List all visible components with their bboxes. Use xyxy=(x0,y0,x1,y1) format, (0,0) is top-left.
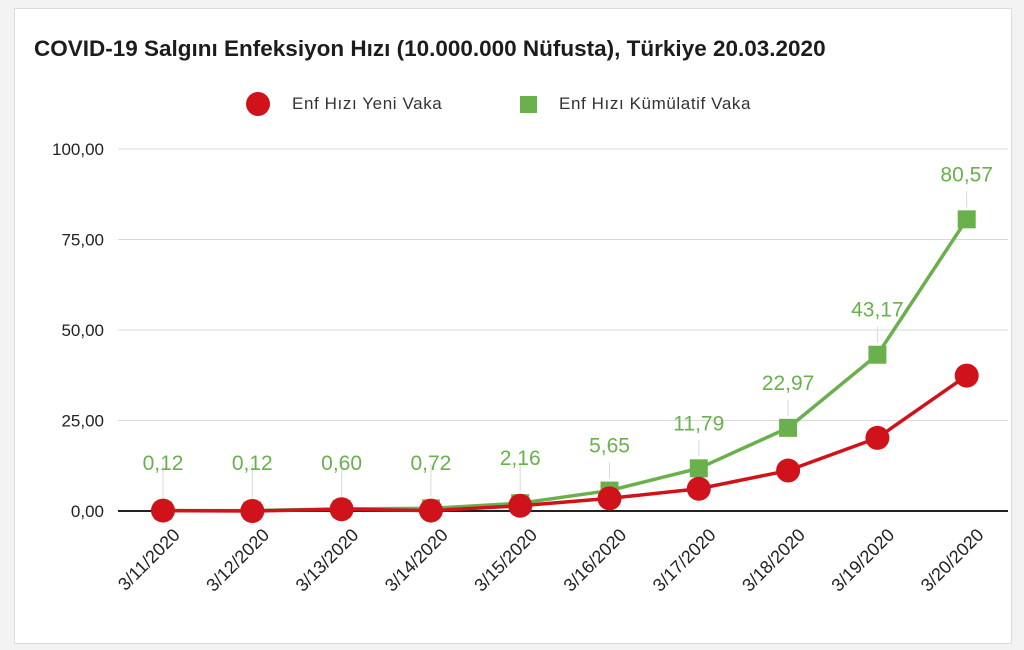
data-label-cumulative: 0,72 xyxy=(410,452,451,475)
x-tick-label: 3/16/2020 xyxy=(560,525,631,596)
data-point-new-cases xyxy=(329,497,354,522)
legend-label-cumulative-cases: Enf Hızı Kümülatif Vaka xyxy=(559,94,752,113)
x-tick-label: 3/15/2020 xyxy=(470,525,541,596)
legend-label-new-cases: Enf Hızı Yeni Vaka xyxy=(292,94,443,113)
data-point-new-cases xyxy=(418,498,443,523)
legend-circle-marker xyxy=(246,92,270,116)
data-label-cumulative: 80,57 xyxy=(940,163,993,186)
data-point-new-cases xyxy=(597,486,622,511)
data-label-cumulative: 0,12 xyxy=(232,452,273,475)
x-tick-label: 3/12/2020 xyxy=(202,525,273,596)
chart-title: COVID-19 Salgını Enfeksiyon Hızı (10.000… xyxy=(34,36,826,61)
legend-item-cumulative-cases: Enf Hızı Kümülatif Vaka xyxy=(516,90,751,118)
y-tick-label: 25,00 xyxy=(61,412,104,431)
data-point-cumulative xyxy=(689,459,708,478)
data-point-new-cases xyxy=(686,476,711,501)
y-tick-label: 50,00 xyxy=(61,321,104,340)
y-tick-label: 100,00 xyxy=(52,140,104,159)
data-point-new-cases xyxy=(776,458,801,483)
data-label-cumulative: 43,17 xyxy=(851,299,904,322)
data-point-cumulative xyxy=(779,418,798,437)
series-line-cumulative xyxy=(163,218,969,513)
data-point-new-cases xyxy=(151,498,175,523)
x-tick-label: 3/18/2020 xyxy=(738,525,809,596)
data-point-new-cases xyxy=(954,363,979,388)
x-tick-label: 3/11/2020 xyxy=(114,525,184,595)
x-tick-label: 3/19/2020 xyxy=(827,525,898,596)
data-point-new-cases xyxy=(508,493,533,518)
x-tick-label: 3/14/2020 xyxy=(381,525,452,596)
data-point-cumulative xyxy=(868,345,887,364)
x-tick-label: 3/20/2020 xyxy=(917,525,988,596)
data-point-new-cases xyxy=(240,499,265,523)
legend-square-marker xyxy=(520,95,537,113)
y-tick-label: 0,00 xyxy=(71,502,104,521)
data-label-cumulative: 5,65 xyxy=(589,435,630,458)
series-line-new-cases xyxy=(162,374,968,513)
data-label-cumulative: 22,97 xyxy=(762,372,815,395)
data-label-cumulative: 0,60 xyxy=(321,452,362,475)
data-point-cumulative xyxy=(957,210,976,229)
data-point-new-cases xyxy=(865,425,890,450)
x-tick-label: 3/13/2020 xyxy=(292,525,363,596)
y-tick-label: 75,00 xyxy=(61,231,104,250)
chart-card xyxy=(14,8,1012,644)
data-label-cumulative: 0,12 xyxy=(143,452,184,475)
data-label-cumulative: 2,16 xyxy=(500,447,541,470)
legend-item-new-cases: Enf Hızı Yeni Vaka xyxy=(246,90,442,118)
x-tick-label: 3/17/2020 xyxy=(649,525,720,596)
data-label-cumulative: 11,79 xyxy=(673,412,724,435)
